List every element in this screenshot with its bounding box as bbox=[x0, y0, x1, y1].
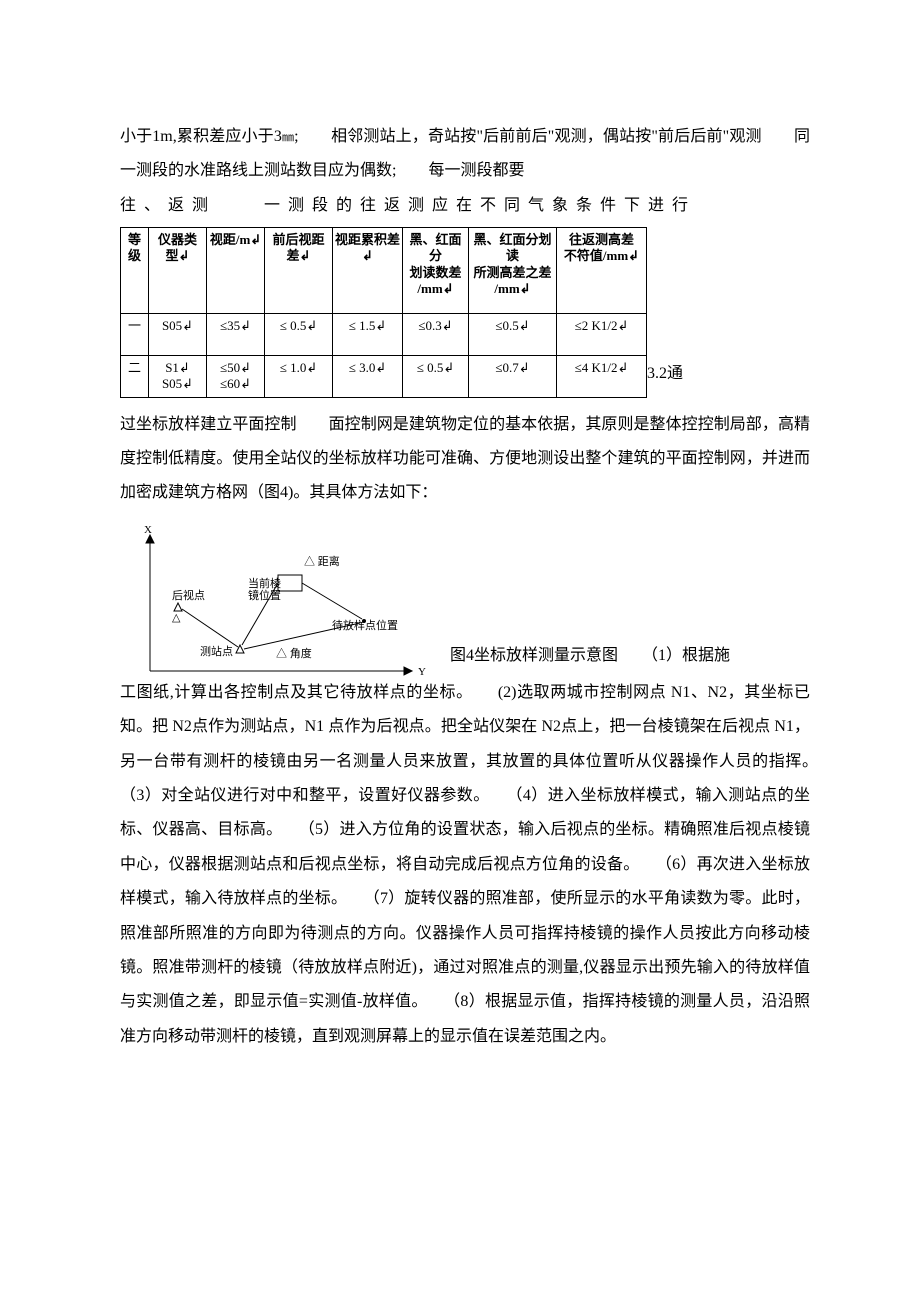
paragraph-1: 小于1m,累积差应小于3㎜; 相邻测站上，奇站按"后前前后"观测，偶站按"前后后… bbox=[120, 120, 810, 189]
svg-text:△ 角度: △ 角度 bbox=[276, 646, 312, 660]
table-cell: ≤ 1.5↲ bbox=[333, 314, 403, 356]
svg-text:镜位置: 镜位置 bbox=[248, 588, 281, 602]
table-header: 黑、红面分划读所测高差之差/mm↲ bbox=[469, 228, 557, 314]
table-cell: ≤0.7↲ bbox=[469, 356, 557, 398]
table-header: 仪器类型↲ bbox=[149, 228, 207, 314]
table-header: 前后视距差↲ bbox=[265, 228, 333, 314]
paragraph-3: 过坐标放样建立平面控制 面控制网是建筑物定位的基本依据，其原则是整体控控制局部，… bbox=[120, 408, 810, 511]
table-header: 往返测高差不符值/mm↲ bbox=[557, 228, 647, 314]
table-cell: 一 bbox=[121, 314, 149, 356]
svg-text:当前棱: 当前棱 bbox=[248, 576, 281, 590]
table-cell: ≤ 0.5↲ bbox=[403, 356, 469, 398]
table-cell: 二 bbox=[121, 356, 149, 398]
figure-4-caption: 图4坐标放样测量示意图 （1）根据施 bbox=[430, 639, 730, 675]
table-row: 二S1↲S05↲≤50↲≤60↲≤ 1.0↲≤ 3.0↲≤ 0.5↲≤0.7↲≤… bbox=[121, 356, 647, 398]
table-cell: ≤4 K1/2↲ bbox=[557, 356, 647, 398]
table-cell: ≤ 0.5↲ bbox=[265, 314, 333, 356]
svg-text:测站点: 测站点 bbox=[200, 644, 233, 658]
table-cell: S05↲ bbox=[149, 314, 207, 356]
spec-table: 等级仪器类型↲视距/m↲前后视距差↲视距累积差↲黑、红面分划读数差/mm↲黑、红… bbox=[120, 227, 647, 398]
p1-pre: 小于1m,累积差应小于3 bbox=[120, 128, 282, 145]
table-cell: ≤0.3↲ bbox=[403, 314, 469, 356]
table-cell: ≤ 3.0↲ bbox=[333, 356, 403, 398]
table-cell: ≤35↲ bbox=[207, 314, 265, 356]
table-cell: ≤0.5↲ bbox=[469, 314, 557, 356]
svg-text:待放样点位置: 待放样点位置 bbox=[332, 618, 398, 632]
paragraph-4: 工图纸,计算出各控制点及其它待放样点的坐标。 (2)选取两城市控制网点 N1、N… bbox=[120, 676, 810, 1054]
table-header: 视距累积差↲ bbox=[333, 228, 403, 314]
figure-4-diagram: X Y 后视点 △ 测站点 △ 角度 △ 距离当前棱镜位置待放样点位置 bbox=[120, 521, 430, 676]
svg-text:后视点: 后视点 bbox=[172, 588, 205, 602]
paragraph-2-spread: 往、返测 一测段的往返测应在不同气象条件下进行 bbox=[120, 189, 810, 223]
p1-unit: ㎜ bbox=[282, 130, 294, 144]
table-header: 视距/m↲ bbox=[207, 228, 265, 314]
table-cell: ≤ 1.0↲ bbox=[265, 356, 333, 398]
table-header: 黑、红面分划读数差/mm↲ bbox=[403, 228, 469, 314]
svg-text:X: X bbox=[144, 524, 152, 536]
svg-text:△: △ bbox=[172, 612, 181, 624]
svg-text:△ 距离: △ 距离 bbox=[304, 554, 340, 568]
table-cell: ≤2 K1/2↲ bbox=[557, 314, 647, 356]
table-row: 一S05↲≤35↲≤ 0.5↲≤ 1.5↲≤0.3↲≤0.5↲≤2 K1/2↲ bbox=[121, 314, 647, 356]
table-header: 等级 bbox=[121, 228, 149, 314]
section-number: 3.2通 bbox=[647, 357, 683, 397]
svg-text:Y: Y bbox=[418, 666, 426, 676]
table-cell: ≤50↲≤60↲ bbox=[207, 356, 265, 398]
table-cell: S1↲S05↲ bbox=[149, 356, 207, 398]
